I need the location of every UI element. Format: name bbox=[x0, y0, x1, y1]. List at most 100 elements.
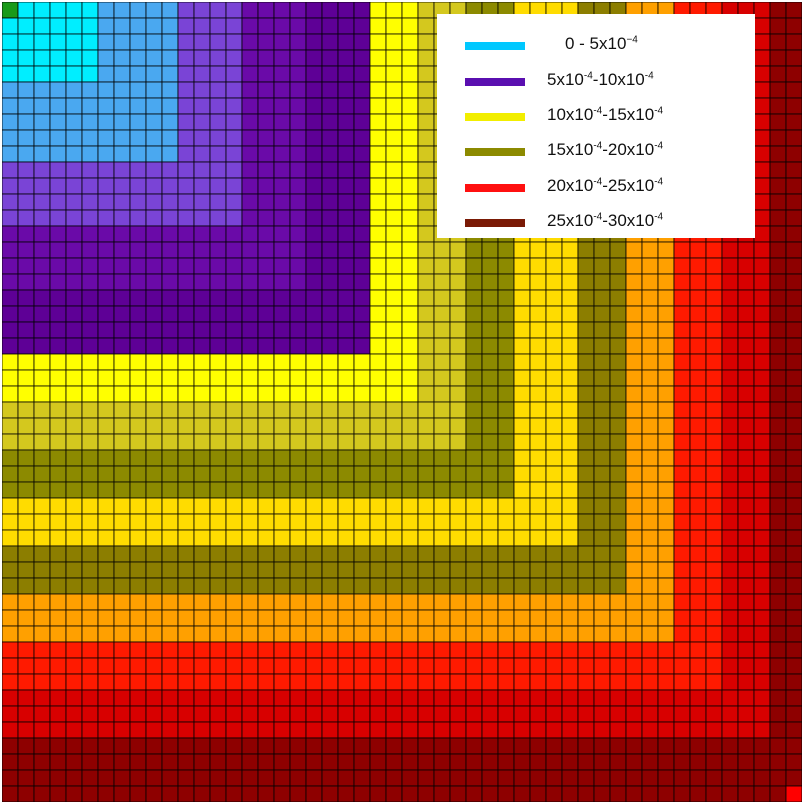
heatmap-cell bbox=[113, 65, 131, 83]
legend-item: 25x10-4-30x10-4 bbox=[437, 203, 755, 239]
heatmap-cell bbox=[737, 705, 755, 723]
heatmap-cell bbox=[305, 385, 323, 403]
heatmap-cell bbox=[737, 769, 755, 787]
heatmap-cell bbox=[721, 369, 739, 387]
heatmap-cell bbox=[177, 193, 195, 211]
heatmap-cell bbox=[497, 353, 515, 371]
heatmap-cell bbox=[577, 305, 595, 323]
heatmap-cell bbox=[385, 113, 403, 131]
heatmap-cell bbox=[321, 33, 339, 51]
heatmap-cell bbox=[17, 17, 35, 35]
heatmap-cell bbox=[753, 545, 771, 563]
heatmap-cell bbox=[145, 785, 163, 802]
heatmap-cell bbox=[241, 337, 259, 355]
heatmap-cell bbox=[353, 97, 371, 115]
heatmap-cell bbox=[465, 529, 483, 547]
heatmap-cell bbox=[785, 481, 802, 499]
heatmap-cell bbox=[33, 673, 51, 691]
heatmap-cell bbox=[513, 417, 531, 435]
heatmap-cell bbox=[17, 49, 35, 67]
heatmap-cell bbox=[785, 177, 802, 195]
heatmap-cell bbox=[385, 305, 403, 323]
heatmap-cell bbox=[385, 721, 403, 739]
heatmap-cell bbox=[529, 353, 547, 371]
heatmap-cell bbox=[49, 529, 67, 547]
heatmap-cell bbox=[33, 497, 51, 515]
heatmap-cell bbox=[417, 385, 435, 403]
heatmap-cell bbox=[625, 385, 643, 403]
heatmap-cell bbox=[129, 561, 147, 579]
heatmap-cell bbox=[529, 401, 547, 419]
heatmap-cell bbox=[497, 273, 515, 291]
heatmap-cell bbox=[417, 593, 435, 611]
heatmap-cell bbox=[289, 705, 307, 723]
heatmap-cell bbox=[177, 97, 195, 115]
heatmap-cell bbox=[737, 497, 755, 515]
heatmap-cell bbox=[369, 241, 387, 259]
heatmap-cell bbox=[337, 337, 355, 355]
heatmap-cell bbox=[81, 225, 99, 243]
heatmap-cell bbox=[705, 769, 723, 787]
heatmap-cell bbox=[81, 33, 99, 51]
heatmap-cell bbox=[609, 497, 627, 515]
heatmap-cell bbox=[785, 609, 802, 627]
heatmap-cell bbox=[209, 449, 227, 467]
heatmap-cell bbox=[273, 785, 291, 802]
heatmap-cell bbox=[689, 481, 707, 499]
heatmap-cell bbox=[785, 433, 802, 451]
heatmap-cell bbox=[193, 2, 211, 19]
heatmap-cell bbox=[417, 97, 435, 115]
heatmap-cell bbox=[769, 785, 787, 802]
heatmap-cell bbox=[369, 673, 387, 691]
heatmap-cell bbox=[145, 561, 163, 579]
heatmap-cell bbox=[113, 689, 131, 707]
heatmap-cell bbox=[49, 129, 67, 147]
heatmap-cell bbox=[769, 481, 787, 499]
heatmap-cell bbox=[545, 513, 563, 531]
heatmap-cell bbox=[129, 305, 147, 323]
heatmap-cell bbox=[145, 417, 163, 435]
heatmap-cell bbox=[737, 593, 755, 611]
heatmap-cell bbox=[577, 673, 595, 691]
heatmap-cell bbox=[305, 593, 323, 611]
heatmap-cell bbox=[225, 273, 243, 291]
heatmap-cell bbox=[593, 337, 611, 355]
heatmap-cell bbox=[177, 49, 195, 67]
heatmap-cell bbox=[17, 161, 35, 179]
heatmap-cell bbox=[113, 577, 131, 595]
heatmap-cell bbox=[689, 497, 707, 515]
heatmap-cell bbox=[561, 497, 579, 515]
heatmap-cell bbox=[81, 257, 99, 275]
heatmap-cell bbox=[161, 321, 179, 339]
heatmap-cell bbox=[753, 641, 771, 659]
heatmap-cell bbox=[609, 753, 627, 771]
heatmap-cell bbox=[193, 113, 211, 131]
heatmap-cell bbox=[593, 273, 611, 291]
heatmap-cell bbox=[193, 17, 211, 35]
heatmap-cell bbox=[289, 433, 307, 451]
heatmap-cell bbox=[33, 561, 51, 579]
heatmap-cell bbox=[2, 81, 19, 99]
heatmap-cell bbox=[417, 433, 435, 451]
heatmap-cell bbox=[33, 97, 51, 115]
heatmap-cell bbox=[17, 369, 35, 387]
heatmap-cell bbox=[257, 353, 275, 371]
heatmap-cell bbox=[529, 545, 547, 563]
heatmap-cell bbox=[65, 689, 83, 707]
heatmap-cell bbox=[2, 65, 19, 83]
heatmap-cell bbox=[161, 593, 179, 611]
heatmap-cell bbox=[449, 705, 467, 723]
heatmap-cell bbox=[225, 673, 243, 691]
heatmap-cell bbox=[417, 225, 435, 243]
heatmap-cell bbox=[81, 657, 99, 675]
heatmap-cell bbox=[305, 641, 323, 659]
heatmap-cell bbox=[97, 721, 115, 739]
heatmap-cell bbox=[369, 321, 387, 339]
heatmap-cell bbox=[513, 657, 531, 675]
heatmap-cell bbox=[401, 689, 419, 707]
heatmap-cell bbox=[289, 449, 307, 467]
heatmap-cell bbox=[561, 657, 579, 675]
heatmap-cell bbox=[145, 369, 163, 387]
heatmap-cell bbox=[545, 241, 563, 259]
heatmap-cell bbox=[785, 113, 802, 131]
